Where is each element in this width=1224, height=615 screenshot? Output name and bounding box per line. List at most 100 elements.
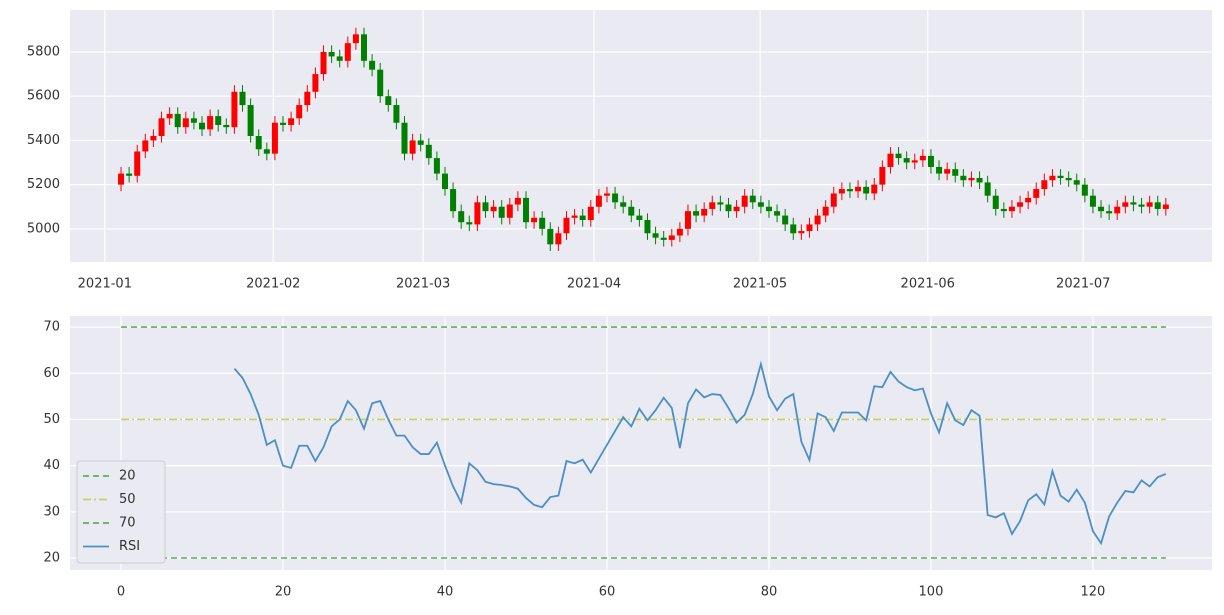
candle-body — [199, 122, 206, 130]
candle-body — [328, 52, 335, 57]
candle-body — [280, 122, 287, 125]
candle-body — [417, 140, 424, 145]
y-tick-label: 5000 — [27, 221, 60, 236]
candle-body — [741, 195, 748, 207]
candle-body — [304, 91, 311, 106]
candle-body — [587, 206, 594, 220]
candle-body — [498, 206, 505, 218]
x-tick-label: 2021-02 — [246, 277, 300, 292]
candle-body — [757, 202, 764, 207]
candle-body — [1154, 202, 1161, 209]
y-tick-label: 40 — [43, 458, 60, 473]
candle-body — [352, 34, 359, 44]
x-tick-label: 0 — [117, 585, 125, 600]
x-tick-label: 2021-03 — [396, 277, 450, 292]
candle-body — [433, 158, 440, 174]
x-tick-label: 2021-06 — [901, 277, 955, 292]
candle-body — [960, 175, 967, 181]
candle-body — [458, 211, 465, 223]
candle-body — [903, 158, 910, 163]
candle-body — [247, 105, 254, 136]
candle-body — [409, 140, 416, 154]
candle-body — [911, 160, 918, 163]
x-tick-label: 2021-04 — [567, 277, 621, 292]
candle-body — [936, 166, 943, 174]
candle-body — [701, 208, 708, 216]
candle-body — [369, 60, 376, 70]
candle-body — [271, 122, 278, 154]
legend: 20 50 70 RSI — [76, 460, 166, 564]
candle-body — [749, 195, 756, 203]
candle-body — [733, 206, 740, 212]
candle-body — [1000, 208, 1007, 212]
candle-body — [579, 215, 586, 220]
candle-body — [838, 189, 845, 194]
candle-body — [1162, 204, 1169, 209]
candle-body — [984, 182, 991, 196]
x-tick-label: 100 — [919, 585, 944, 600]
candle-body — [774, 211, 781, 216]
candle-body — [879, 166, 886, 185]
candle-body — [1146, 202, 1153, 207]
candle-body — [207, 116, 214, 130]
x-tick-label: 20 — [275, 585, 292, 600]
candle-body — [684, 211, 691, 229]
candle-body — [531, 217, 538, 223]
candle-body — [361, 34, 368, 61]
candle-body — [547, 228, 554, 245]
candle-body — [895, 153, 902, 159]
candle-body — [401, 122, 408, 154]
candle-body — [1073, 180, 1080, 185]
candle-body — [693, 211, 700, 216]
y-tick-label: 5400 — [27, 133, 60, 148]
candle-body — [320, 52, 327, 75]
x-tick-label: 2021-07 — [1056, 277, 1110, 292]
candle-body — [1138, 204, 1145, 207]
candle-body — [717, 202, 724, 205]
candle-body — [765, 206, 772, 212]
candle-body — [1081, 184, 1088, 196]
candle-body — [976, 178, 983, 183]
x-tick-label: 60 — [599, 585, 616, 600]
candle-body — [385, 96, 392, 106]
x-tick-label: 40 — [437, 585, 454, 600]
candle-body — [1041, 180, 1048, 190]
candle-body — [563, 217, 570, 234]
candle-body — [263, 149, 270, 154]
candle-body — [846, 189, 853, 192]
axes: 5000 5200 5400 5600 5800 2021-01 2021-02 2021-0… — [27, 10, 1212, 292]
candle-body — [506, 204, 513, 218]
candle-body — [482, 202, 489, 212]
candle-body — [571, 215, 578, 218]
candle-body — [312, 74, 319, 92]
candle-body — [660, 237, 667, 240]
legend-label: 20 — [119, 469, 136, 484]
candle-body — [1025, 197, 1032, 203]
candle-body — [927, 155, 934, 167]
candle-body — [450, 189, 457, 212]
candle-body — [814, 215, 821, 225]
candle-body — [1130, 202, 1137, 205]
candle-body — [644, 220, 651, 234]
x-tick-label: 2021-05 — [733, 277, 787, 292]
legend-label: 50 — [119, 492, 136, 507]
candle-body — [871, 184, 878, 194]
candle-body — [134, 151, 141, 176]
y-tick-label: 20 — [43, 550, 60, 565]
candle-body — [628, 206, 635, 216]
candle-body — [603, 193, 610, 196]
candle-body — [620, 202, 627, 207]
candle-body — [798, 231, 805, 234]
axes: 20 30 40 50 60 70 0 20 40 60 80 100 120 — [43, 316, 1212, 600]
plot-background — [70, 10, 1212, 262]
candle-body — [150, 136, 157, 141]
rsi-line — [233, 360, 1167, 546]
candle-body — [1098, 206, 1105, 212]
candle-body — [887, 153, 894, 167]
candle-body — [1065, 178, 1072, 181]
x-tick-label: 2021-01 — [78, 277, 132, 292]
candle-body — [863, 186, 870, 194]
x-tick-label: 120 — [1081, 585, 1106, 600]
candle-body — [174, 113, 181, 128]
